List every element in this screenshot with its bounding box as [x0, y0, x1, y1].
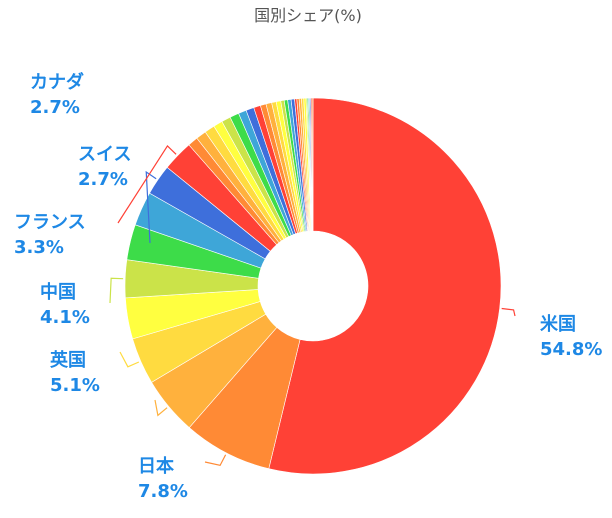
leader-line-5 — [109, 277, 124, 304]
slice-label-name-0: 米国 — [540, 313, 576, 335]
pie-slices — [124, 97, 502, 475]
slice-label-value-9: 2.7% — [30, 97, 80, 118]
slice-label-name-3: 中国 — [40, 281, 76, 303]
slice-label-name-2: 英国 — [49, 349, 86, 371]
slice-label-value-8: 2.7% — [78, 169, 128, 190]
slice-label-value-0: 54.8% — [540, 339, 602, 360]
slice-label-name-1: 日本 — [138, 455, 174, 477]
slice-labels: 米国 54.8% 日本 7.8% 英国 5.1% 中国 4.1% フランス 3.3% スイス 2.7%… — [14, 71, 602, 502]
leader-line-2 — [154, 399, 168, 417]
slice-label-value-1: 7.8% — [138, 481, 188, 502]
leader-line-9 — [117, 145, 177, 224]
leader-line-1 — [204, 454, 227, 467]
leader-lines — [109, 145, 516, 467]
slice-label-name-5: フランス — [14, 212, 86, 233]
slice-label-value-3: 4.1% — [40, 307, 90, 328]
slice-label-name-8: スイス — [78, 144, 131, 165]
pie-slice-37[interactable] — [311, 97, 314, 232]
chart-title: 国別シェア(%) — [254, 6, 362, 25]
leader-line-0 — [501, 307, 516, 317]
leader-line-8 — [145, 170, 157, 244]
pie-slice-0[interactable] — [268, 97, 502, 475]
slice-label-value-2: 5.1% — [50, 375, 100, 396]
leader-line-3 — [119, 351, 140, 368]
slice-label-name-9: カナダ — [30, 71, 84, 93]
slice-label-value-5: 3.3% — [14, 237, 64, 258]
